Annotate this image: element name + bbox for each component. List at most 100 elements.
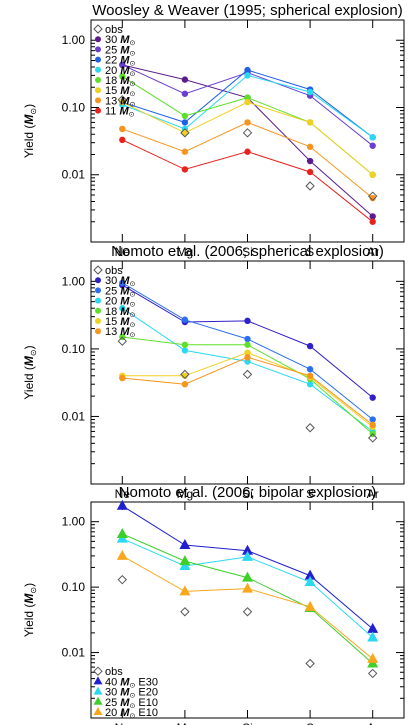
series-point bbox=[304, 569, 316, 580]
legend-marker bbox=[95, 307, 101, 314]
x-tick-label: Si bbox=[242, 721, 253, 725]
y-axis-label: Yield (M⊙) bbox=[22, 583, 38, 637]
series-point bbox=[369, 171, 376, 178]
obs-point bbox=[242, 607, 253, 617]
legend-obs-marker bbox=[93, 265, 103, 275]
series-point bbox=[369, 416, 376, 423]
series-point bbox=[181, 347, 189, 354]
obs-point bbox=[367, 191, 378, 201]
series-point bbox=[304, 600, 316, 611]
series-point bbox=[244, 335, 251, 343]
obs-point bbox=[242, 369, 253, 380]
x-tick-label: S bbox=[306, 245, 314, 259]
y-axis-label: Yield (M⊙) bbox=[22, 104, 38, 158]
series-point bbox=[244, 317, 251, 325]
series-point bbox=[181, 381, 189, 388]
series-point bbox=[181, 166, 189, 173]
y-tick-label: 0.01 bbox=[62, 646, 86, 660]
plot-frame bbox=[90, 19, 405, 243]
legend-label: 13 M⊙ bbox=[105, 326, 135, 339]
series-point bbox=[306, 381, 314, 388]
obs-point bbox=[242, 128, 253, 138]
legend-marker bbox=[95, 107, 101, 114]
legend-marker bbox=[95, 77, 101, 83]
series-point bbox=[119, 374, 126, 382]
legend-marker bbox=[95, 297, 101, 304]
series-point bbox=[367, 652, 379, 663]
series-point bbox=[369, 394, 376, 401]
x-tick-label: Ar bbox=[367, 487, 379, 501]
legend-marker bbox=[93, 707, 103, 715]
chart-panel-3: Nomoto et al. (2006; bipolar explosion) 1… bbox=[22, 484, 405, 725]
series-point bbox=[179, 539, 191, 550]
series-point bbox=[244, 354, 251, 361]
legend-marker bbox=[95, 318, 101, 324]
obs-point bbox=[305, 423, 315, 433]
series-line bbox=[122, 64, 374, 217]
legend-label: 25 M⊙ bbox=[105, 285, 135, 298]
legend-label: 18 M⊙ bbox=[105, 75, 135, 88]
series-point bbox=[369, 134, 376, 141]
x-tick-label: Ne bbox=[115, 245, 131, 259]
legend-marker bbox=[93, 676, 103, 685]
obs-point bbox=[180, 607, 190, 617]
series-point bbox=[244, 341, 251, 348]
series-point bbox=[116, 549, 128, 560]
series-point bbox=[369, 213, 376, 220]
legend-label: 22 M⊙ bbox=[105, 55, 135, 68]
obs-point bbox=[117, 95, 128, 105]
legend-label: obs bbox=[105, 265, 123, 277]
obs-point bbox=[180, 369, 190, 380]
obs-point bbox=[117, 336, 128, 346]
series-point bbox=[369, 142, 376, 149]
series-point bbox=[306, 143, 314, 151]
chart-title: Nomoto et al. (2006; bipolar explosion) bbox=[119, 484, 377, 501]
legend-marker bbox=[95, 66, 101, 73]
series-point bbox=[306, 372, 314, 379]
obs-point bbox=[305, 181, 315, 191]
x-tick-label: Ar bbox=[367, 721, 379, 725]
series-point bbox=[369, 218, 376, 225]
series-point bbox=[306, 88, 314, 96]
obs-point bbox=[305, 658, 315, 669]
y-tick-label: 0.10 bbox=[62, 580, 86, 594]
legend-label: 13 M⊙ bbox=[105, 95, 135, 108]
series-point bbox=[116, 499, 128, 510]
legend-label: 20 M⊙ bbox=[105, 65, 135, 78]
series-point bbox=[181, 119, 189, 126]
series-point bbox=[244, 98, 251, 106]
series-point bbox=[181, 76, 189, 83]
legend-label: 18 M⊙ bbox=[105, 306, 135, 319]
legend-label: obs bbox=[105, 666, 123, 678]
series-point bbox=[306, 342, 314, 350]
chart-title: Woosley & Weaver (1995; spherical explos… bbox=[92, 2, 402, 19]
chart-title: Nomoto et al. (2006; spherical explosion… bbox=[111, 243, 384, 260]
y-tick-label: 0.10 bbox=[62, 342, 86, 356]
x-tick-label: Si bbox=[242, 487, 253, 501]
series-point bbox=[181, 129, 189, 137]
legend-marker bbox=[95, 277, 101, 284]
x-tick-label: S bbox=[306, 487, 314, 501]
y-tick-label: 0.10 bbox=[62, 100, 86, 114]
series-point bbox=[116, 527, 128, 538]
y-tick-label: 0.01 bbox=[62, 168, 86, 182]
x-tick-label: Si bbox=[242, 245, 253, 259]
series-point bbox=[367, 631, 379, 642]
obs-point bbox=[117, 574, 128, 585]
legend-marker bbox=[93, 686, 103, 695]
series-point bbox=[181, 148, 189, 155]
x-tick-label: Ne bbox=[115, 721, 131, 725]
series-line bbox=[122, 505, 374, 630]
legend-label: 25 M⊙ bbox=[105, 44, 135, 57]
series-point bbox=[369, 421, 376, 429]
series-point bbox=[306, 157, 314, 165]
series-point bbox=[119, 61, 126, 69]
x-tick-label: Mg bbox=[177, 245, 194, 259]
x-tick-label: Mg bbox=[177, 487, 194, 501]
series-point bbox=[179, 585, 191, 596]
series-point bbox=[179, 555, 191, 566]
legend-obs-marker bbox=[93, 24, 103, 34]
series-point bbox=[244, 148, 251, 155]
